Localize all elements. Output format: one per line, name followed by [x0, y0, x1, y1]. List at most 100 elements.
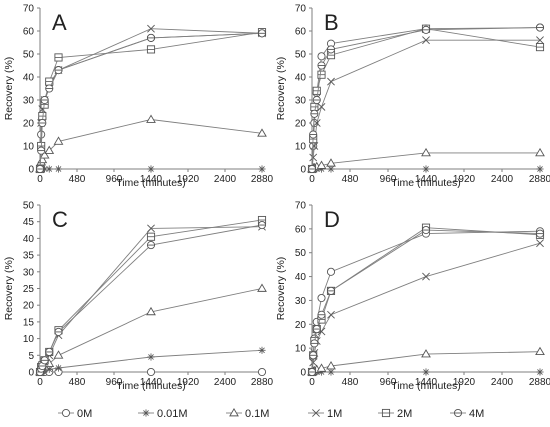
- series-0_01M: [36, 165, 266, 173]
- legend-item: 1M: [308, 408, 342, 420]
- data-point: [317, 293, 326, 303]
- y-tick-label: 70: [295, 201, 307, 212]
- data-point: [147, 353, 155, 361]
- y-axis-label: Recovery (%): [275, 57, 287, 121]
- data-point: [317, 61, 326, 70]
- series-line: [39, 32, 263, 170]
- x-tick-label: 2880: [529, 377, 550, 388]
- x-tick-label: 480: [342, 174, 359, 185]
- y-tick-label: 30: [23, 267, 35, 278]
- panel-label: B: [324, 10, 339, 35]
- y-tick-label: 20: [23, 301, 35, 312]
- y-tick-label: 60: [295, 27, 307, 38]
- data-point: [312, 325, 321, 334]
- data-point: [327, 165, 335, 173]
- data-point: [326, 267, 336, 276]
- x-tick-label: 2400: [491, 377, 514, 388]
- x-tick-label: 480: [69, 174, 86, 185]
- chart-panel-b: 0 10 20 30 40 50 60 70 0 480 960 1440 1920 2400 2880 Ti…: [275, 4, 550, 190]
- x-tick-label: 1440: [140, 174, 163, 185]
- data-point: [536, 368, 544, 376]
- data-point: [422, 36, 430, 45]
- legend-marker: [229, 408, 239, 417]
- data-point: [147, 224, 155, 233]
- data-point: [45, 165, 53, 173]
- data-point: [317, 52, 326, 61]
- y-tick-label: 20: [295, 119, 307, 130]
- data-point: [45, 84, 54, 93]
- data-point: [258, 346, 266, 354]
- y-tick-label: 50: [23, 50, 35, 61]
- y-tick-label: 50: [295, 248, 307, 259]
- data-point: [310, 109, 319, 118]
- legend-marker: [312, 409, 320, 417]
- data-point: [421, 349, 431, 358]
- y-tick-label: 50: [295, 50, 307, 61]
- legend-item: 4M: [450, 408, 484, 420]
- data-point: [54, 53, 63, 62]
- data-point: [307, 164, 317, 174]
- data-point: [257, 128, 267, 137]
- data-point: [422, 165, 430, 173]
- panel-label: D: [324, 207, 340, 232]
- data-point: [309, 130, 318, 139]
- series-line: [311, 242, 541, 373]
- series-4M: [307, 225, 545, 377]
- series-4M: [35, 220, 267, 377]
- data-point: [535, 43, 545, 52]
- y-tick-label: 60: [295, 224, 307, 235]
- data-point: [257, 367, 267, 377]
- series-0_01M: [308, 368, 544, 376]
- data-point: [309, 358, 318, 367]
- data-point: [421, 225, 431, 235]
- data-point: [307, 367, 317, 377]
- x-tick-label: 1440: [140, 377, 163, 388]
- series-2M: [35, 28, 267, 174]
- data-point: [535, 229, 545, 238]
- data-point: [310, 142, 319, 150]
- data-point: [257, 283, 267, 292]
- y-tick-label: 25: [23, 284, 35, 295]
- data-point: [257, 220, 267, 230]
- data-point: [147, 165, 155, 173]
- series-4M: [307, 23, 545, 174]
- y-tick-label: 10: [23, 142, 35, 153]
- legend-label: 0.1M: [245, 408, 269, 420]
- y-tick-label: 10: [295, 142, 307, 153]
- data-point: [53, 350, 64, 359]
- data-point: [317, 70, 326, 79]
- data-point: [310, 102, 319, 111]
- legend-label: 4M: [469, 408, 484, 420]
- data-point: [44, 145, 55, 154]
- y-tick-label: 15: [23, 317, 35, 328]
- y-tick-label: 0: [300, 165, 306, 176]
- y-tick-label: 70: [23, 4, 35, 15]
- chart-panel-d: 0 10 20 30 40 50 60 70 0 480 960 1440 1920 2400 2880 Ti…: [275, 201, 550, 393]
- x-tick-label: 1440: [415, 377, 438, 388]
- data-point: [327, 368, 335, 376]
- chart-panel-c: 0 5 10 15 20 25 30 35 40 45 50 0 480 960 1440 1920 2400 2…: [3, 201, 274, 393]
- y-tick-label: 30: [23, 96, 35, 107]
- data-point: [146, 241, 156, 250]
- legend-label: 0.01M: [157, 408, 188, 420]
- x-tick-label: 960: [380, 377, 397, 388]
- data-point: [309, 153, 318, 162]
- legend: 0M 0.01M 0.1M 1M 2M 4M: [58, 408, 484, 420]
- x-axis-label: Time (minutes): [391, 177, 461, 189]
- y-tick-label: 35: [23, 251, 35, 262]
- y-tick-label: 10: [23, 334, 35, 345]
- series-line: [39, 32, 263, 170]
- data-point: [146, 232, 156, 241]
- series-0_1M: [35, 283, 267, 376]
- y-tick-label: 50: [23, 201, 35, 212]
- y-tick-label: 40: [23, 73, 35, 84]
- x-axis-label: Time (minutes): [391, 380, 461, 392]
- y-tick-label: 40: [295, 272, 307, 283]
- data-point: [316, 160, 327, 169]
- series-1M: [308, 36, 544, 173]
- data-point: [327, 310, 335, 319]
- data-point: [258, 165, 266, 173]
- data-point: [312, 95, 321, 105]
- data-point: [309, 351, 318, 360]
